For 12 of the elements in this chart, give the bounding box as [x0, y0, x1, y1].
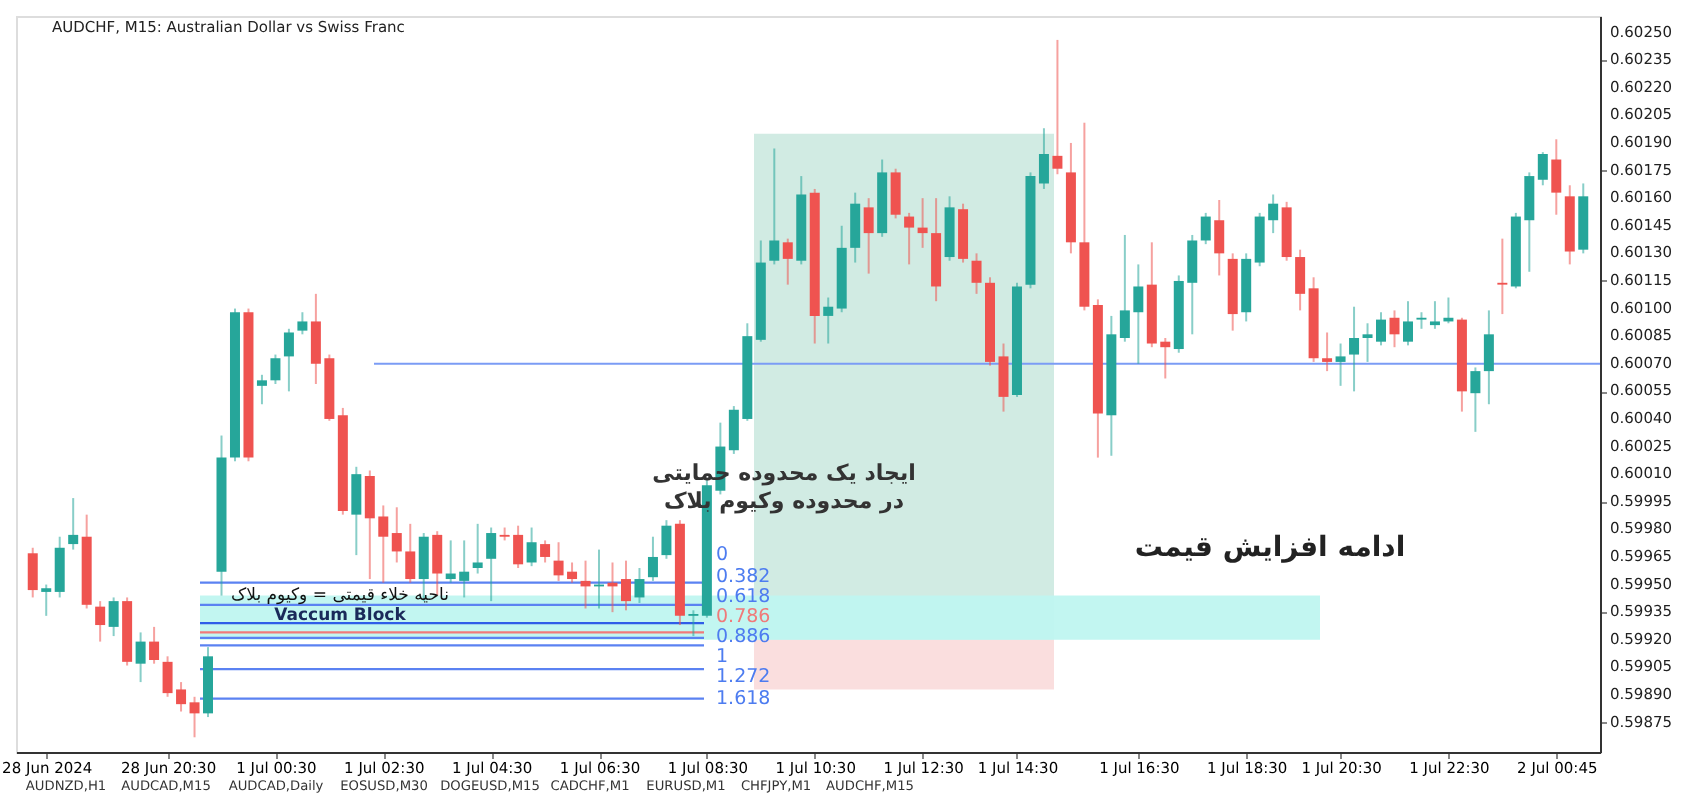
annotation: 1 — [716, 646, 729, 668]
annotation: 0.618 — [716, 586, 771, 608]
annotation: 1.272 — [716, 666, 771, 688]
annotation: 0 — [716, 544, 729, 566]
candlestick — [1416, 311, 1427, 330]
annotation: 0.786 — [716, 606, 771, 628]
band-label: Vaccum Block — [274, 606, 407, 626]
annotation: ادامه افزایش قیمت — [1134, 532, 1406, 564]
annotation: ناحیه خلاء قیمتی = وکیوم بلاک — [231, 586, 449, 606]
annotation: 1.618 — [716, 688, 771, 710]
annotation: 0.886 — [716, 626, 771, 648]
annotation: 0.382 — [716, 566, 771, 588]
